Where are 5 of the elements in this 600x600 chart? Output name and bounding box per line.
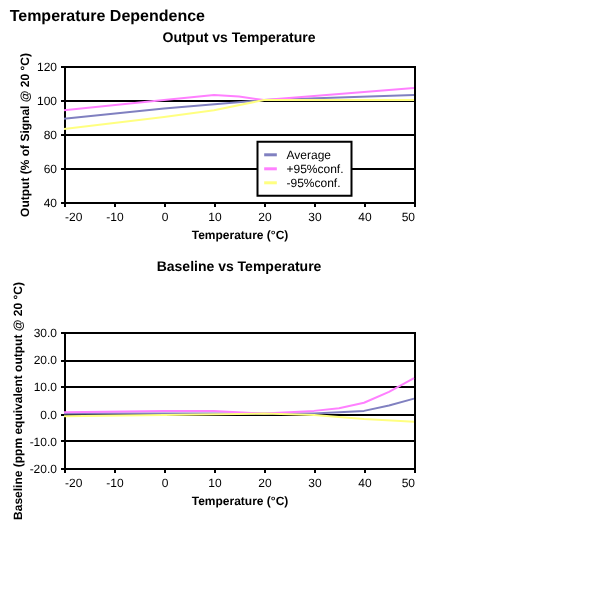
text: Temperature Dependence [9,7,207,26]
line-series [63,99,415,130]
line-series [63,93,415,120]
line-series [63,87,415,112]
line-series [63,377,415,415]
